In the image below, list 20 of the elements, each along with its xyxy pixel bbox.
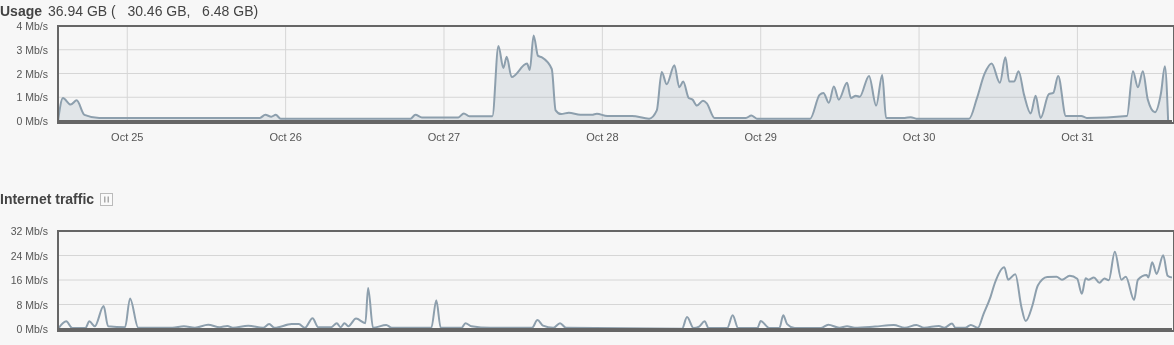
chart-subtitle: 36.94 GB ( 30.46 GB, 6.48 GB) [48,2,259,20]
x-tick-label: Oct 29 [744,131,777,143]
y-tick-label: 1 Mb/s [16,91,48,104]
x-tick-label: Oct 30 [902,131,936,143]
chart-title: Usage [0,2,43,20]
y-tick-label: 8 Mb/s [16,298,48,311]
y-tick-label: 4 Mb/s [16,20,48,32]
y-tick-label: 24 Mb/s [10,249,48,262]
chart-title: Internet traffic [0,190,95,208]
y-tick-label: 0 Mb/s [16,115,48,127]
y-tick-label: 16 Mb/s [10,274,48,286]
x-tick-label: Oct 31 [1061,131,1094,143]
y-tick-label: 0 Mb/s [16,323,48,335]
y-tick-label: 32 Mb/s [10,225,48,237]
y-tick-label: 2 Mb/s [16,67,48,80]
y-tick-label: 3 Mb/s [16,43,48,56]
x-tick-label: Oct 27 [427,131,461,143]
x-tick-label: Oct 26 [269,131,302,143]
x-tick-label: Oct 25 [111,131,144,143]
x-tick-label: Oct 28 [586,131,619,143]
